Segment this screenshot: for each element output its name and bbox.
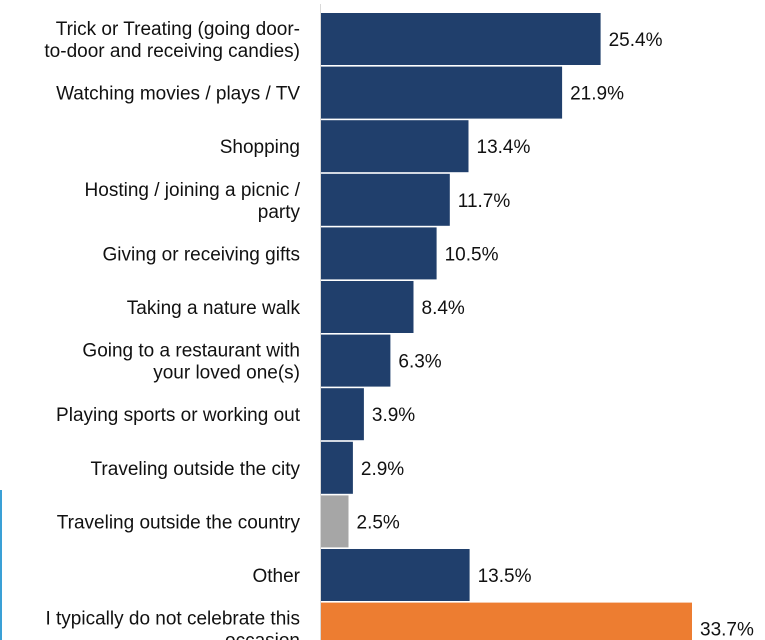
category-labels-group: Trick or Treating (going door-to-door an… [44, 19, 300, 640]
category-label-6: Taking a nature walk [127, 298, 301, 319]
category-label-5: Giving or receiving gifts [103, 244, 300, 265]
value-label-12: 33.7% [700, 620, 754, 640]
left-edge-accent-line [0, 490, 2, 640]
value-label-7: 6.3% [398, 352, 441, 373]
value-label-5: 10.5% [445, 244, 499, 265]
value-label-10: 2.5% [357, 512, 400, 533]
value-label-3: 13.4% [477, 137, 531, 158]
bar-5 [321, 227, 437, 280]
category-label-1: Trick or Treating (going door-to-door an… [44, 19, 300, 62]
value-label-2: 21.9% [570, 84, 624, 105]
bar-1 [321, 13, 601, 65]
bar-7 [321, 334, 391, 387]
category-label-8: Playing sports or working out [56, 405, 301, 426]
value-label-8: 3.9% [372, 405, 415, 426]
bar-10 [321, 495, 349, 548]
category-label-2: Watching movies / plays / TV [56, 84, 300, 105]
value-label-4: 11.7% [458, 191, 511, 212]
bar-11 [321, 549, 470, 601]
bar-9 [321, 441, 353, 494]
bar-8 [321, 388, 364, 441]
value-label-6: 8.4% [422, 298, 465, 319]
category-label-12: I typically do not celebrate thisoccasio… [45, 609, 300, 640]
bar-3 [321, 120, 469, 173]
bar-12 [321, 602, 692, 640]
value-label-1: 25.4% [609, 30, 663, 51]
category-label-4: Hosting / joining a picnic / party [85, 180, 301, 223]
category-label-10: Traveling outside the country [57, 512, 301, 533]
value-label-11: 13.5% [478, 566, 532, 587]
bar-4 [321, 173, 450, 226]
category-label-11: Other [252, 566, 300, 587]
value-label-9: 2.9% [361, 459, 404, 480]
category-label-7: Going to a restaurant with your loved one… [82, 341, 300, 384]
value-labels-group: 25.4% 21.9% 13.4% 11.7% 10.5% 8.4% 6.3% 3.9% 2.9… [357, 30, 754, 640]
category-label-9: Traveling outside the city [91, 459, 301, 480]
bar-6 [321, 281, 414, 333]
bars-group [321, 13, 692, 640]
category-label-3: Shopping [220, 137, 300, 158]
bar-2 [321, 66, 563, 119]
